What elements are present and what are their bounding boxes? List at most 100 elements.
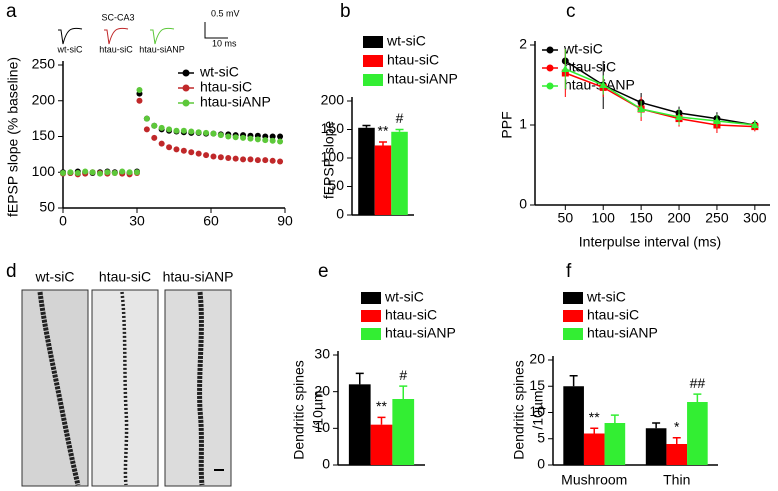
y-tick-label: 0	[322, 456, 330, 472]
data-point	[232, 155, 239, 162]
legend-swatch	[361, 310, 381, 322]
data-point	[254, 136, 261, 143]
legend-swatch	[361, 292, 381, 304]
data-point	[104, 169, 111, 176]
data-point	[232, 134, 239, 141]
significance-mark: **	[376, 398, 387, 414]
error-bar	[399, 385, 408, 399]
inset-scale: 10 ms	[212, 38, 237, 48]
error-bar	[355, 372, 364, 385]
data-point	[60, 169, 66, 176]
y-tick-label: 100	[321, 149, 345, 165]
image-label: wt-siC	[35, 269, 75, 285]
x-tick-label: 100	[592, 210, 616, 226]
y-axis-label: /10µm	[530, 390, 546, 429]
data-point	[188, 149, 195, 156]
data-point	[240, 156, 247, 163]
bar	[348, 384, 371, 465]
data-point	[89, 169, 96, 176]
data-point	[269, 133, 276, 140]
y-tick-label: 30	[314, 346, 330, 362]
inset-trace	[150, 27, 175, 45]
error-bar	[395, 128, 404, 132]
scale-bar	[204, 22, 228, 39]
data-point	[203, 129, 210, 136]
significance-mark: **	[589, 409, 600, 425]
panel-letter: b	[340, 1, 351, 22]
data-point	[173, 127, 180, 134]
data-point	[599, 81, 608, 88]
data-point	[262, 157, 269, 164]
y-axis-label: /10µm	[310, 390, 326, 429]
legend-swatch	[361, 328, 381, 340]
micrograph	[21, 289, 89, 487]
inset-scale: 0.5 mV	[211, 8, 240, 18]
data-point	[277, 138, 284, 145]
panel-letter: e	[318, 261, 329, 282]
data-point	[166, 144, 173, 151]
data-line	[564, 60, 755, 126]
data-point	[217, 132, 224, 139]
y-tick-label: 2	[519, 36, 527, 52]
bar	[392, 399, 415, 465]
data-point	[210, 130, 217, 137]
x-tick-label: 200	[667, 210, 691, 226]
data-point	[136, 97, 143, 104]
error-bar	[610, 414, 619, 423]
data-point	[158, 140, 165, 147]
x-tick-label: 0	[59, 213, 67, 229]
data-line	[565, 68, 755, 126]
dendrite	[37, 291, 81, 486]
legend-label: htau-siANP	[587, 325, 658, 341]
legend-label: wt-siC	[586, 289, 626, 305]
data-point	[195, 150, 202, 157]
x-tick-label: 30	[129, 213, 145, 229]
x-axis-label: Interpulse interval (ms)	[579, 234, 721, 250]
inset-title: SC-CA3	[101, 12, 134, 22]
error-bar	[590, 427, 599, 434]
data-line	[565, 72, 755, 128]
data-point	[151, 122, 158, 129]
data-point	[136, 87, 143, 94]
panel-letter: d	[6, 261, 17, 282]
data-point	[247, 135, 254, 142]
error-bar	[672, 436, 681, 444]
data-point	[143, 126, 150, 133]
inset-trace-label: htau-siC	[99, 44, 133, 54]
legend-swatch	[363, 74, 383, 86]
error-bar	[569, 375, 578, 387]
y-tick-label: 50	[39, 199, 55, 215]
legend-label: htau-siANP	[385, 325, 456, 341]
data-point	[111, 169, 118, 176]
y-tick-label: 20	[314, 382, 330, 398]
data-point	[82, 168, 89, 175]
data-point	[74, 169, 81, 176]
legend-marker	[546, 64, 554, 72]
data-point	[203, 152, 210, 159]
data-point	[173, 146, 180, 153]
data-point	[675, 113, 684, 120]
error-bar	[693, 393, 702, 402]
dendrite	[197, 291, 205, 486]
data-point	[151, 134, 158, 141]
chart-panel: b 0 50 100 150 200 fEPSP slope wt-siC htau-siC ht…	[321, 1, 458, 222]
legend-label: wt-siC	[386, 33, 426, 49]
significance-mark: #	[399, 367, 407, 383]
legend-label: htau-siC	[387, 52, 439, 68]
y-tick-label: 20	[529, 351, 545, 367]
y-tick-label: 15	[529, 377, 545, 393]
data-point	[143, 115, 150, 122]
significance-mark: **	[378, 123, 389, 139]
bar	[687, 402, 708, 465]
data-point	[561, 65, 570, 72]
data-point	[637, 105, 646, 112]
x-tick-label: 250	[705, 210, 729, 226]
y-tick-label: 150	[321, 120, 345, 136]
data-point	[247, 156, 254, 163]
y-tick-label: 100	[32, 163, 56, 179]
x-tick-label: Thin	[663, 472, 690, 488]
y-axis-label: fEPSP slope	[321, 121, 337, 200]
